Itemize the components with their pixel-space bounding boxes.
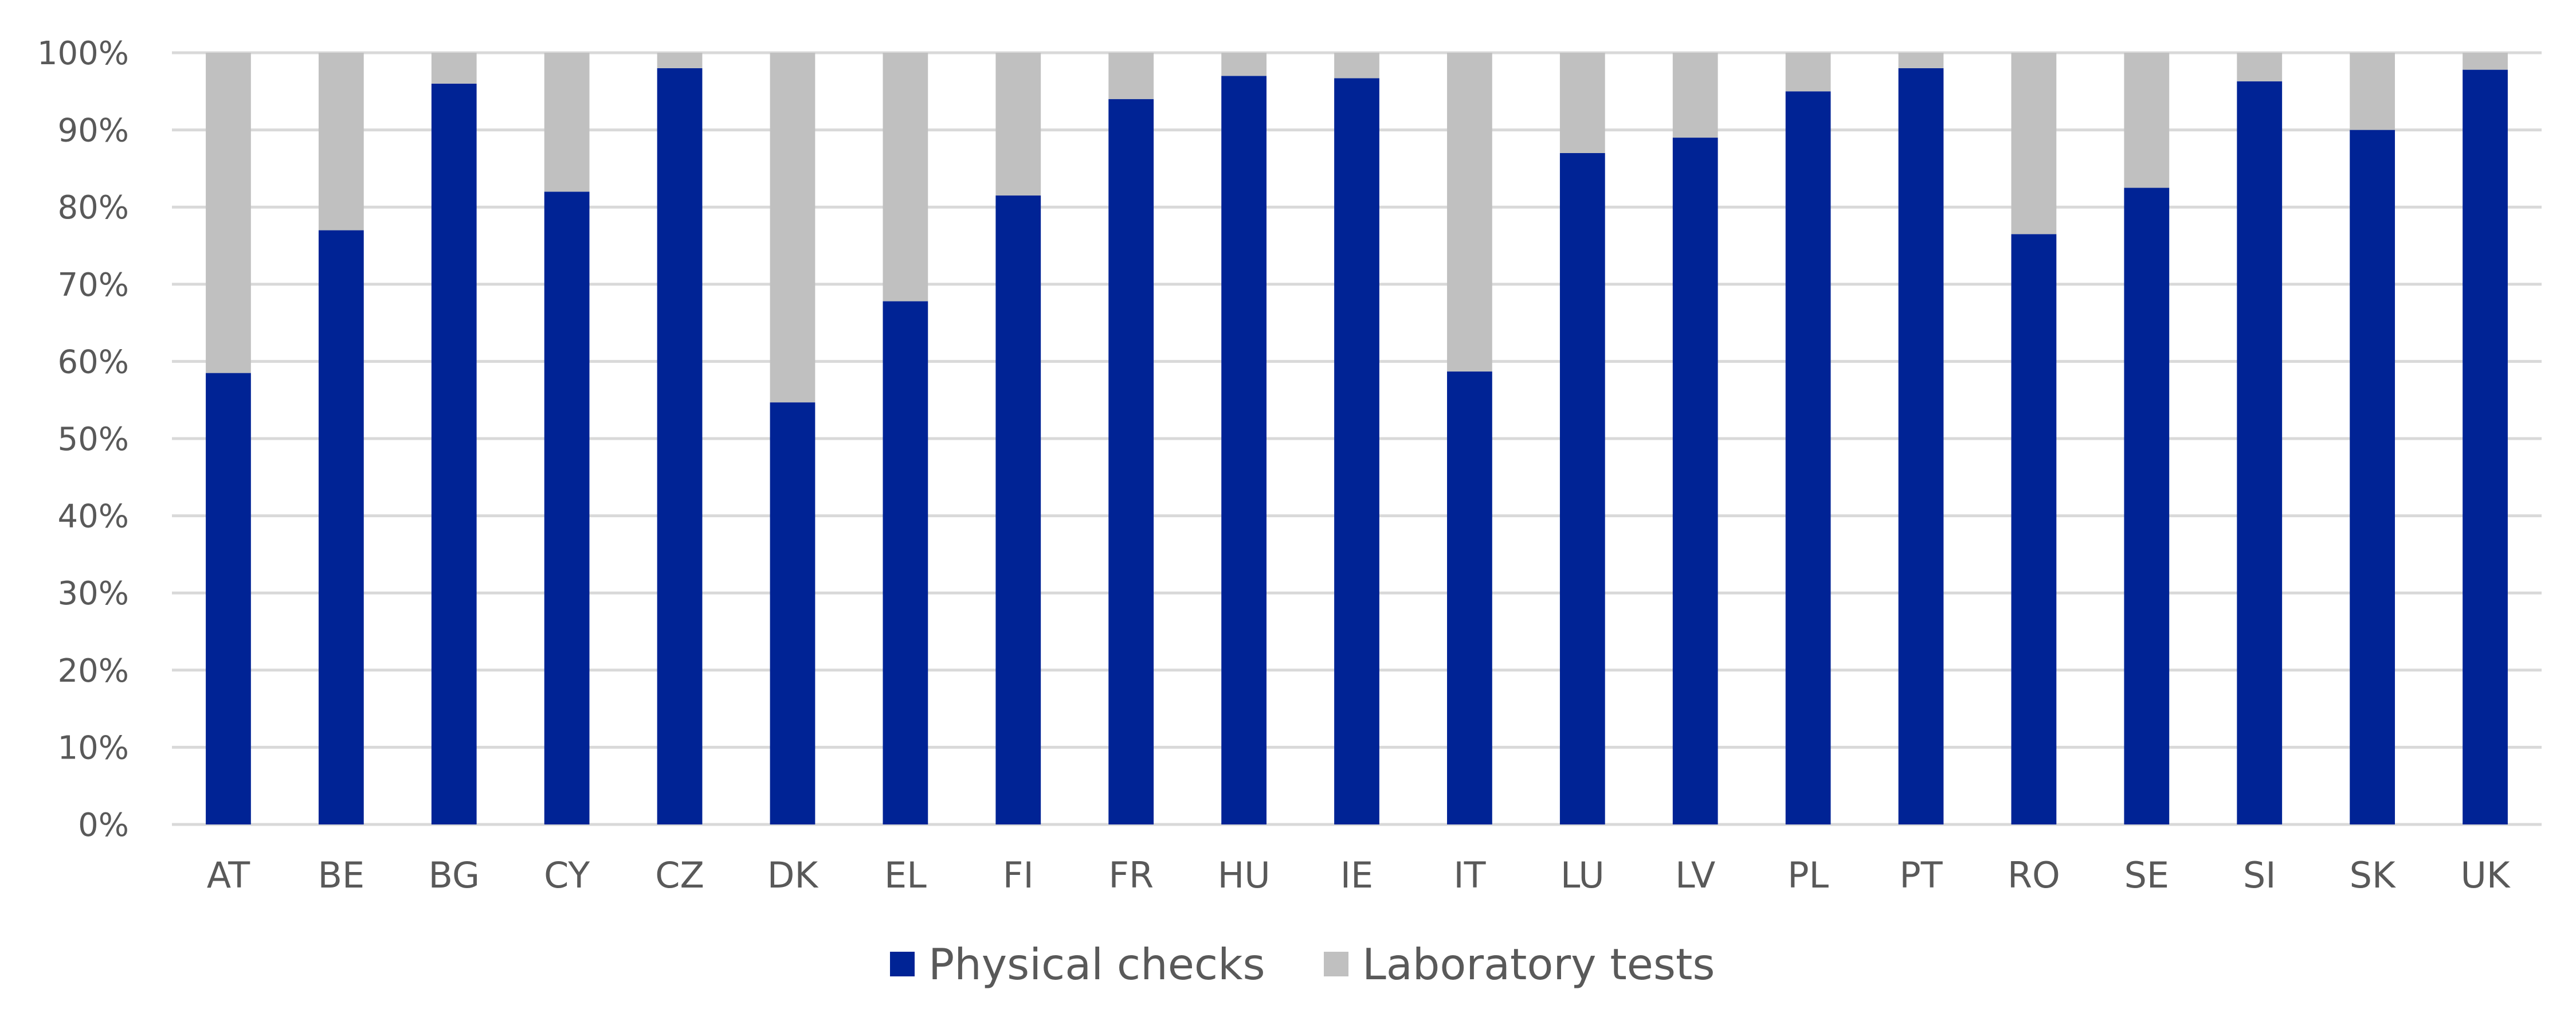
legend-swatch (1324, 952, 1348, 976)
x-category-label: FR (1108, 854, 1154, 896)
bar-physical-checks-se (2124, 187, 2170, 824)
axis-labels: 0% 10% 20% 30% 40% 50% 60% 70% 80% 90% 100% AT BE BG C… (37, 35, 2511, 896)
bar-physical-checks-it (1447, 371, 1492, 824)
bar-laboratory-tests-dk (770, 53, 815, 402)
bar-physical-checks-pl (1785, 91, 1831, 824)
bar-physical-checks-uk (2463, 69, 2508, 824)
bar-laboratory-tests-el (883, 53, 928, 302)
bar-physical-checks-cy (544, 191, 590, 824)
y-tick-label: 100% (37, 35, 129, 72)
x-category-label: HU (1218, 854, 1271, 896)
bar-physical-checks-fr (1108, 99, 1154, 824)
x-category-label: EL (884, 854, 927, 896)
legend-swatch (890, 952, 915, 976)
y-tick-label: 60% (58, 343, 129, 381)
bar-physical-checks-lu (1559, 153, 1605, 825)
x-category-label: SK (2350, 854, 2396, 896)
x-category-label: DK (767, 854, 819, 896)
x-category-label: IT (1453, 854, 1486, 896)
x-category-label: IE (1340, 854, 1373, 896)
x-category-label: BE (317, 854, 364, 896)
bar-laboratory-tests-pt (1898, 53, 1944, 68)
y-tick-label: 40% (58, 498, 129, 535)
bar-physical-checks-dk (770, 402, 815, 824)
legend-label: Laboratory tests (1362, 939, 1715, 990)
y-tick-label: 0% (78, 807, 129, 844)
bar-physical-checks-si (2237, 81, 2283, 824)
bar-laboratory-tests-hu (1221, 53, 1267, 76)
x-category-label: SE (2124, 854, 2170, 896)
bar-physical-checks-be (318, 230, 364, 825)
bar-physical-checks-ro (2011, 234, 2057, 824)
bar-laboratory-tests-lu (1559, 53, 1605, 153)
x-category-label: BG (429, 854, 480, 896)
bar-laboratory-tests-cy (544, 53, 590, 192)
bar-physical-checks-pt (1898, 68, 1944, 824)
bar-laboratory-tests-cz (657, 53, 703, 68)
x-category-label: PL (1787, 854, 1829, 896)
bar-physical-checks-lv (1672, 138, 1718, 824)
bar-physical-checks-bg (431, 83, 477, 825)
bar-laboratory-tests-ie (1334, 53, 1379, 79)
x-category-label: SI (2243, 854, 2276, 896)
bar-laboratory-tests-lv (1672, 53, 1718, 138)
bar-laboratory-tests-fi (995, 53, 1041, 196)
y-tick-label: 10% (58, 729, 129, 767)
x-category-label: LU (1561, 854, 1605, 896)
bar-physical-checks-at (206, 373, 251, 824)
bar-laboratory-tests-sk (2350, 53, 2395, 130)
bar-physical-checks-el (883, 301, 928, 824)
bar-physical-checks-cz (657, 68, 703, 824)
y-tick-label: 50% (58, 421, 129, 458)
bar-laboratory-tests-ro (2011, 53, 2057, 234)
bar-laboratory-tests-fr (1108, 53, 1154, 99)
x-category-label: CZ (655, 854, 704, 896)
bar-physical-checks-ie (1334, 78, 1379, 825)
x-category-label: RO (2008, 854, 2060, 896)
bar-laboratory-tests-pl (1785, 53, 1831, 92)
legend: Physical checks Laboratory tests (890, 939, 1715, 990)
bar-laboratory-tests-bg (431, 53, 477, 84)
bar-laboratory-tests-uk (2463, 53, 2508, 70)
x-category-label: AT (207, 854, 251, 896)
y-tick-label: 90% (58, 112, 129, 150)
bar-laboratory-tests-it (1447, 53, 1492, 372)
bar-laboratory-tests-si (2237, 53, 2283, 81)
x-category-label: UK (2461, 854, 2511, 896)
y-tick-label: 80% (58, 189, 129, 226)
x-category-label: PT (1899, 854, 1943, 896)
y-tick-label: 30% (58, 575, 129, 612)
bar-laboratory-tests-at (206, 53, 251, 373)
bar-physical-checks-fi (995, 196, 1041, 824)
legend-label: Physical checks (928, 939, 1265, 990)
x-category-label: LV (1675, 854, 1715, 896)
bar-physical-checks-hu (1221, 76, 1267, 824)
x-category-label: FI (1003, 854, 1034, 896)
y-tick-label: 70% (58, 267, 129, 304)
bars (206, 53, 2508, 825)
y-tick-label: 20% (58, 652, 129, 690)
bar-laboratory-tests-se (2124, 53, 2170, 188)
bar-laboratory-tests-be (318, 53, 364, 230)
x-category-label: CY (544, 854, 590, 896)
bar-physical-checks-sk (2350, 130, 2395, 825)
